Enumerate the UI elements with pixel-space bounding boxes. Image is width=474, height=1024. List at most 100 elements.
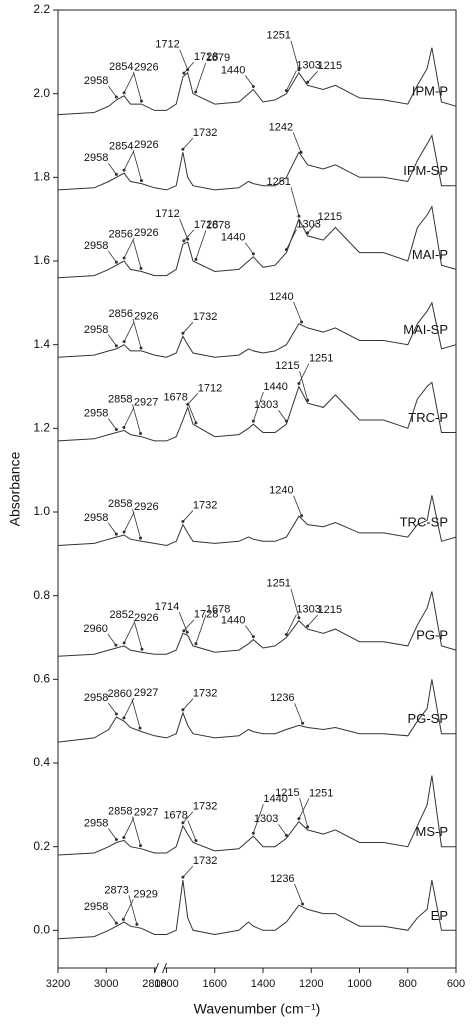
peak-arrow (108, 418, 117, 430)
peak-arrow (108, 522, 117, 535)
peak-arrow-head (182, 239, 186, 243)
peak-label: 1712 (198, 382, 222, 394)
series-label: TRC-P (408, 410, 448, 425)
peak-label: 2926 (134, 311, 158, 323)
peak-arrow-head (251, 84, 255, 88)
peak-arrow-head (139, 844, 143, 848)
peak-arrow (133, 620, 143, 650)
peak-label: 2860 (108, 688, 132, 700)
peak-arrow-head (122, 168, 126, 172)
peak-label: 2958 (84, 901, 108, 913)
series-label: MAI-P (412, 247, 448, 262)
peak-label: 2926 (134, 501, 158, 513)
peak-arrow (123, 622, 135, 644)
x-tick-label: 2800 (142, 978, 166, 990)
peak-arrow-head (181, 875, 185, 879)
y-tick-label: 1.4 (33, 337, 50, 351)
peak-arrow (292, 132, 302, 153)
y-tick-label: 0.6 (33, 672, 50, 686)
peak-arrow-head (122, 835, 126, 839)
peak-arrow (179, 49, 189, 70)
series-label: MAI-SP (403, 322, 448, 337)
peak-label: 1732 (193, 688, 217, 700)
x-tick-label: 1000 (347, 978, 371, 990)
peak-label: 2858 (108, 805, 132, 817)
peak-label: 1678 (163, 392, 187, 404)
peak-arrow (290, 40, 300, 70)
peak-arrow-head (181, 708, 185, 712)
peak-arrow-head (306, 231, 310, 235)
peak-arrow (132, 239, 142, 269)
peak-arrow-head (138, 726, 142, 730)
peak-label: 1440 (221, 615, 245, 627)
peak-arrow (132, 816, 141, 846)
peak-arrow (123, 511, 135, 533)
peak-arrow (179, 219, 189, 240)
peak-arrow-head (297, 68, 301, 72)
peak-arrow-head (300, 320, 304, 324)
peak-arrow-head (139, 536, 143, 540)
peak-arrow (183, 229, 195, 242)
peak-arrow (123, 697, 135, 719)
peak-arrow-head (284, 833, 288, 837)
peak-label: 1303 (296, 219, 320, 231)
peak-arrow-head (186, 237, 190, 241)
peak-label: 2854 (109, 141, 133, 153)
peak-arrow-head (306, 398, 310, 402)
peak-arrow-head (306, 624, 310, 628)
spectrum-line (57, 47, 457, 116)
peak-label: 1732 (193, 127, 217, 139)
y-tick-label: 0.0 (33, 923, 50, 937)
peak-arrow-head (139, 99, 143, 103)
peak-label: 2926 (134, 612, 158, 624)
peak-arrow (132, 509, 141, 539)
y-tick-label: 1.2 (33, 421, 50, 435)
peak-arrow-head (284, 89, 288, 93)
peak-arrow-head (114, 837, 118, 841)
peak-label: 2873 (104, 884, 128, 896)
spectrum-line (57, 679, 456, 743)
peak-arrow-head (122, 716, 126, 720)
peak-label: 2854 (109, 61, 133, 73)
peak-arrow (123, 817, 135, 838)
peak-arrow (299, 797, 309, 828)
peak-arrow-head (122, 340, 126, 344)
peak-arrow-head (182, 71, 186, 75)
peak-arrow-head (122, 530, 126, 534)
peak-arrow-head (297, 616, 301, 620)
peak-arrow (245, 625, 254, 637)
peak-label: 1679 (206, 52, 230, 64)
peak-arrow (107, 633, 117, 646)
peak-label: 2927 (134, 687, 158, 699)
peak-label: 1678 (163, 810, 187, 822)
spectrum-line (57, 591, 457, 657)
peak-arrow (294, 703, 303, 724)
peak-label: 1440 (221, 64, 245, 76)
peak-label: 1251 (309, 787, 333, 799)
peak-label: 1215 (275, 787, 299, 799)
peak-arrow (123, 149, 135, 171)
peak-arrow-head (251, 635, 255, 639)
peak-label: 2958 (84, 240, 108, 252)
peak-label: 1251 (266, 176, 290, 188)
peak-label: 1732 (193, 311, 217, 323)
peak-arrow-head (122, 641, 126, 645)
peak-arrow (108, 250, 117, 263)
peak-arrow (307, 221, 318, 234)
peak-label: 1303 (296, 603, 320, 615)
peak-label: 1251 (309, 352, 333, 364)
peak-arrow (286, 614, 297, 635)
peak-arrow-head (284, 633, 288, 637)
peak-arrow-head (181, 147, 185, 151)
axis-break-mark (162, 962, 167, 974)
peak-arrow (182, 865, 194, 878)
spectrum-line (57, 381, 456, 442)
peak-label: 1215 (318, 211, 342, 223)
peak-arrow (290, 588, 300, 618)
peak-arrow (278, 409, 287, 422)
peak-label: 1215 (318, 604, 342, 616)
peak-label: 2926 (134, 227, 158, 239)
peak-label: 1440 (263, 793, 287, 805)
peak-arrow-head (306, 825, 310, 829)
peak-label: 2926 (134, 139, 158, 151)
